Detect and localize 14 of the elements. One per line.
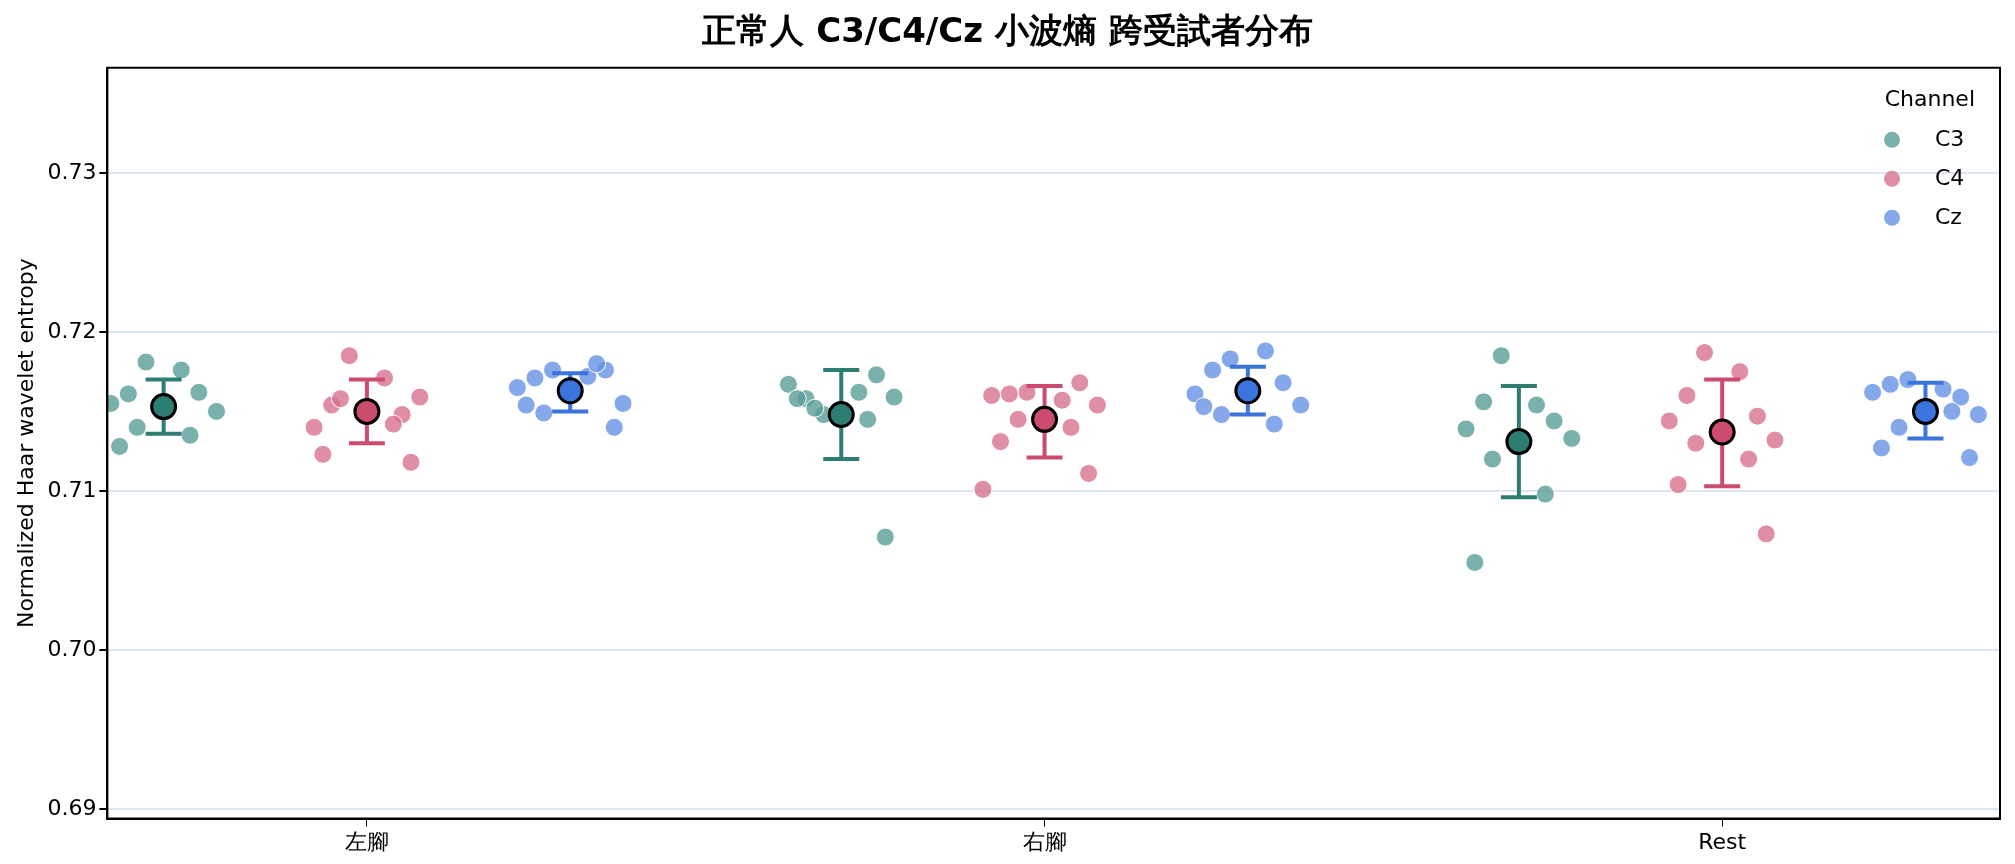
y-tick-label: 0.71	[47, 476, 97, 502]
x-tick-label: 左腳	[344, 828, 389, 854]
chart-title: 正常人 C3/C4/Cz 小波熵 跨受試者分布	[701, 10, 1313, 51]
y-tick-label: 0.69	[47, 794, 97, 820]
y-tick-label: 0.72	[47, 317, 97, 343]
y-tick-label: 0.73	[47, 158, 97, 184]
legend-title: Channel	[1884, 85, 1975, 111]
y-tick-label: 0.70	[47, 635, 97, 661]
x-tick-label: Rest	[1698, 828, 1747, 854]
legend-label: C4	[1935, 164, 1965, 190]
legend-label: C3	[1935, 125, 1965, 151]
y-axis-title: Normalized Haar wavelet entropy	[12, 258, 38, 629]
x-tick-label: 右腳	[1022, 828, 1067, 854]
legend-label: Cz	[1935, 203, 1962, 229]
